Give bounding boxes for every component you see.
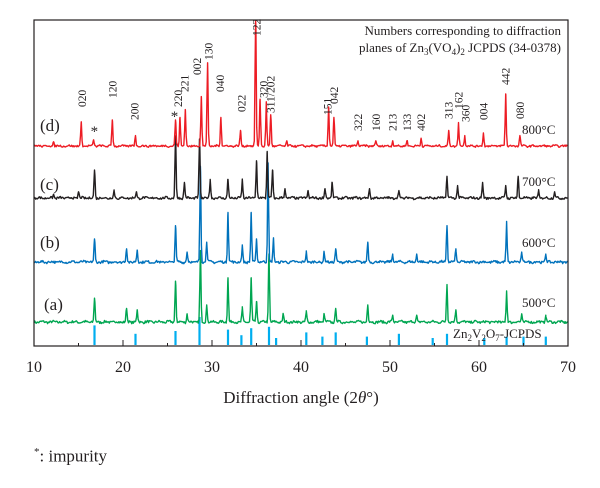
- hkl-label-23: 442: [501, 68, 513, 86]
- series-temp-700: 700°C: [522, 174, 555, 189]
- annotation-line-1: Numbers corresponding to diffraction: [364, 23, 561, 38]
- series-label-500: (a): [44, 295, 63, 314]
- reference-label: Zn2V2O7-JCPDS: [453, 326, 542, 343]
- hkl-label-8: 022: [236, 95, 248, 113]
- series-label-800: (d): [40, 116, 60, 135]
- hkl-label-24: 080: [515, 102, 527, 120]
- hkl-label-21: 360: [461, 105, 473, 123]
- x-tick-label-30: 30: [204, 359, 220, 376]
- footnote-text: : impurity: [39, 446, 108, 466]
- hkl-label-2: 200: [130, 103, 142, 121]
- hkl-label-6: 130: [203, 43, 215, 61]
- hkl-label-1: 120: [107, 81, 119, 99]
- hkl-label-12: 151: [323, 98, 335, 116]
- series-group: [33, 20, 569, 325]
- impurity-mark-1: *: [171, 109, 179, 125]
- hkl-label-0: 020: [77, 90, 89, 108]
- x-tick-label-70: 70: [560, 359, 576, 376]
- hkl-label-5: 002: [192, 58, 204, 76]
- hkl-label-11: 311/202: [266, 75, 278, 113]
- hkl-label-3: 220: [173, 90, 185, 108]
- series-line-600: [34, 162, 569, 265]
- hkl-label-17: 133: [402, 114, 414, 132]
- series-line-700: [33, 135, 568, 201]
- x-tick-label-40: 40: [293, 359, 309, 376]
- hkl-label-18: 402: [416, 114, 428, 132]
- x-tick-label-60: 60: [471, 359, 487, 376]
- x-tick-label-10: 10: [26, 359, 42, 376]
- footnote-star: *: [34, 446, 40, 458]
- x-tick-label-20: 20: [115, 359, 131, 376]
- impurity-mark-0: *: [91, 124, 99, 140]
- series-line-500: [33, 249, 569, 325]
- series-label-700: (c): [40, 175, 59, 194]
- hkl-label-7: 040: [215, 75, 227, 93]
- hkl-label-20: 162: [454, 92, 466, 110]
- plot-frame: [33, 19, 569, 347]
- x-axis-label: Diffraction angle (2θ°): [223, 388, 379, 407]
- hkl-label-9: 122: [252, 19, 264, 37]
- hkl-label-10: 320: [259, 81, 271, 99]
- impurity-footnote: *: impurity: [34, 446, 107, 467]
- hkl-label-13: 042: [329, 87, 341, 105]
- axes-group: [33, 19, 569, 347]
- series-line-800: [33, 20, 569, 148]
- annotation-line-2: planes of Zn3(VO4)2 JCPDS (34-0378): [359, 40, 561, 57]
- x-tick-label-50: 50: [382, 359, 398, 376]
- hkl-label-19: 313: [444, 102, 456, 120]
- series-temp-500: 500°C: [522, 295, 555, 310]
- x-ticks-group: 10 20 30 40 50 60 70: [26, 340, 576, 376]
- hkl-label-14: 322: [353, 114, 365, 132]
- hkl-label-22: 004: [478, 103, 490, 121]
- series-temp-800: 800°C: [522, 122, 555, 137]
- series-temp-600: 600°C: [522, 235, 555, 250]
- hkl-label-4: 221: [179, 75, 191, 93]
- series-labels-group: (a) 500°C (b) 600°C (c) 700°C (d) 800°C * *: [40, 109, 555, 314]
- reference-pattern-group: [93, 317, 547, 345]
- hkl-label-15: 160: [371, 114, 383, 132]
- series-label-600: (b): [40, 233, 60, 252]
- hkl-label-16: 213: [388, 114, 400, 132]
